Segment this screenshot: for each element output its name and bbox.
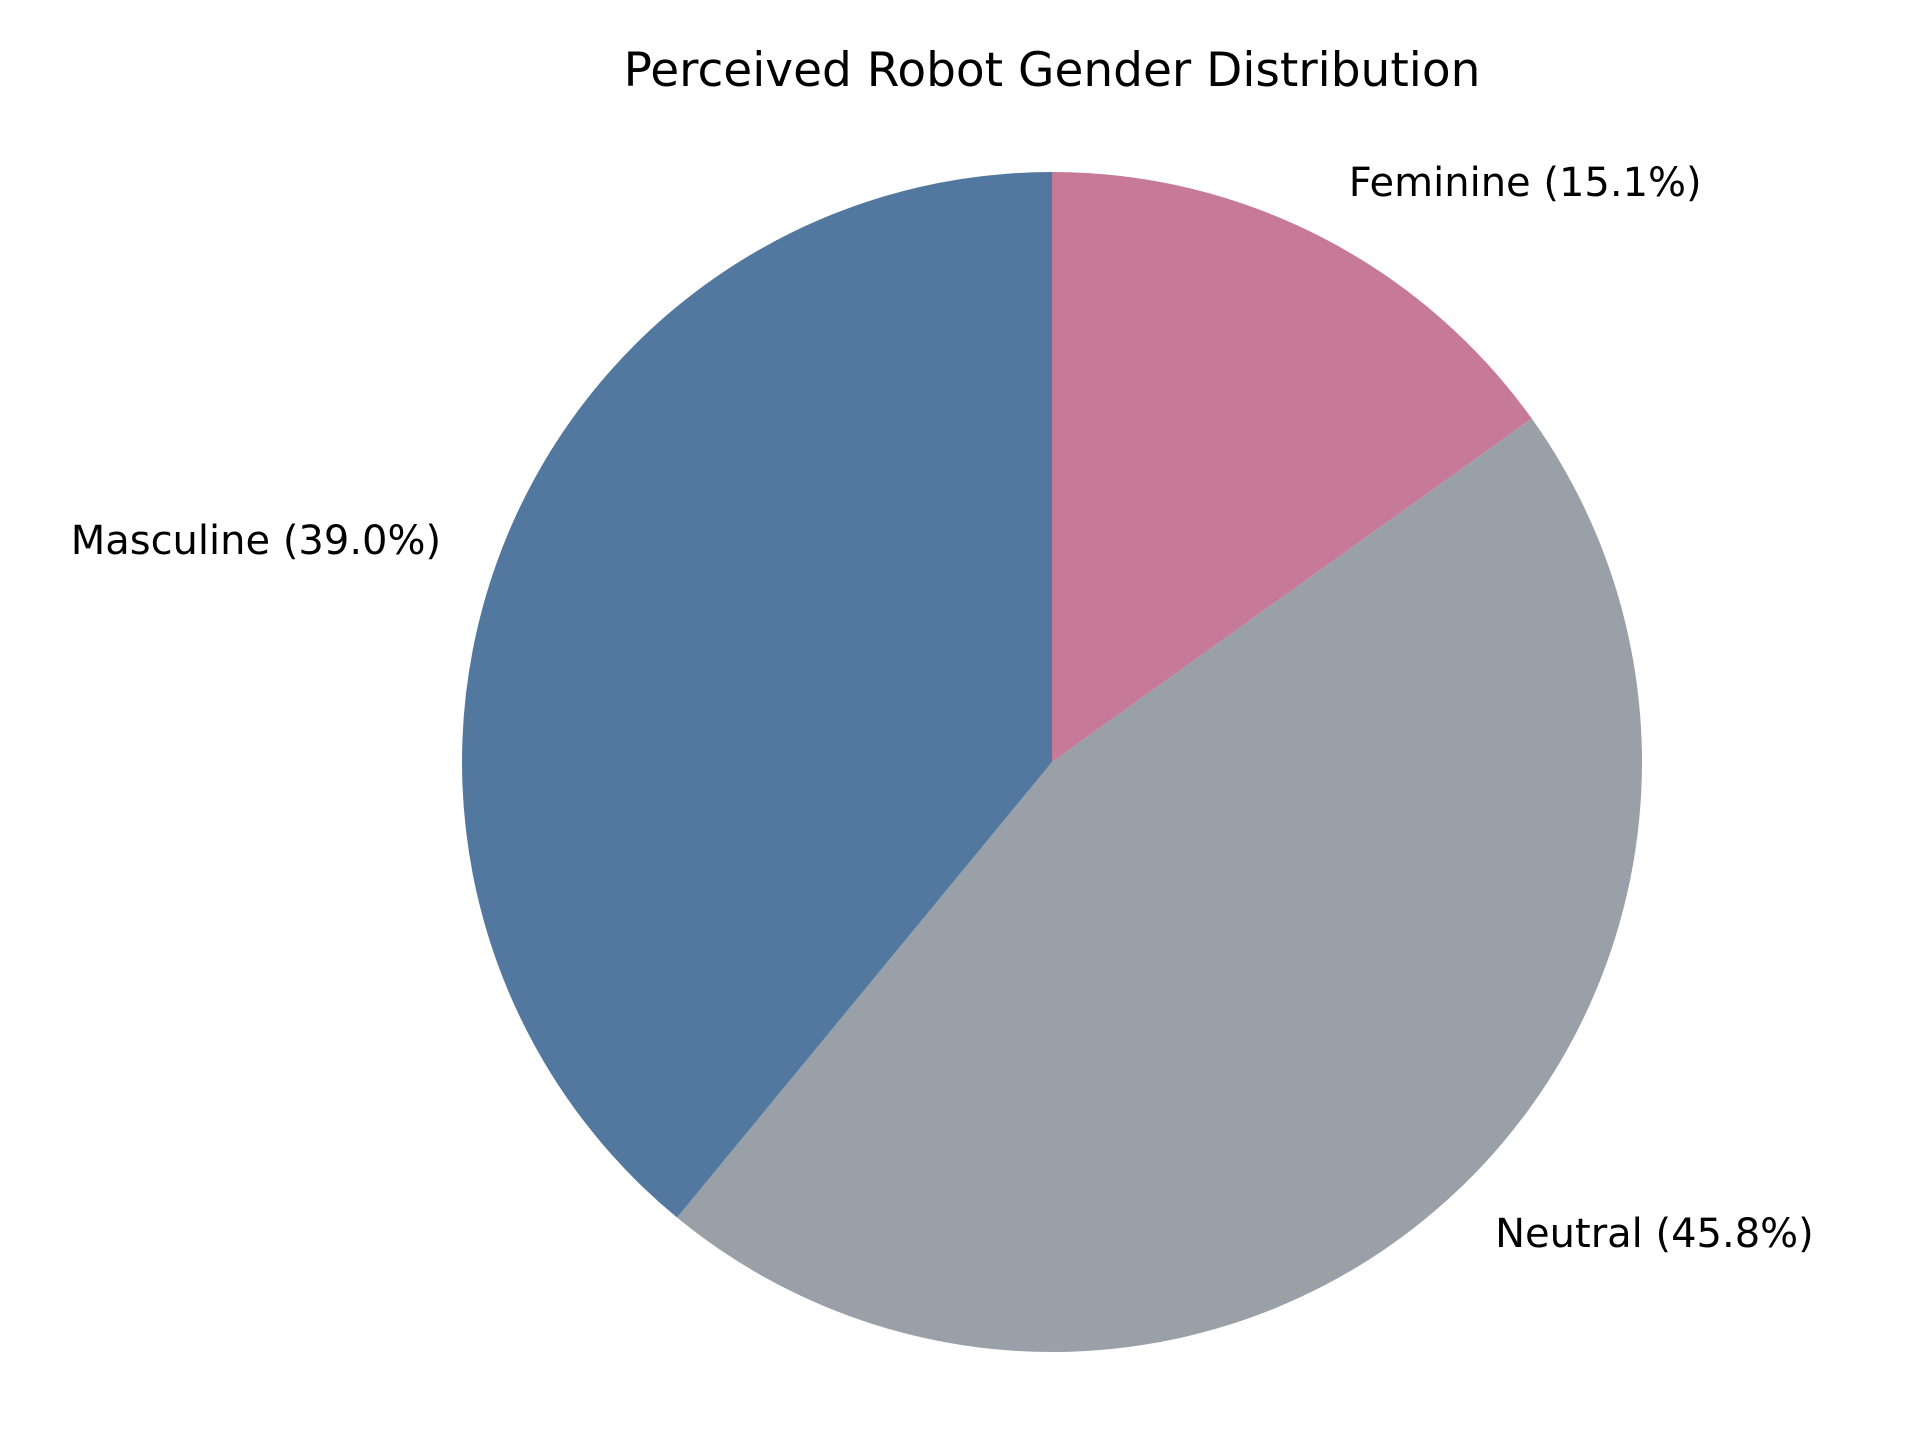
pie-slice-neutral bbox=[677, 418, 1642, 1352]
pie-slices bbox=[462, 172, 1642, 1352]
chart-title: Perceived Robot Gender Distribution bbox=[624, 43, 1481, 98]
pie-slice-masculine bbox=[462, 172, 1052, 1218]
pie-labels: Feminine (15.1%) Neutral (45.8%) Masculine… bbox=[71, 160, 1814, 1257]
pie-label-masculine: Masculine (39.0%) bbox=[71, 518, 441, 564]
pie-slice-feminine bbox=[1052, 172, 1532, 762]
pie-label-feminine: Feminine (15.1%) bbox=[1349, 160, 1702, 206]
pie-label-neutral: Neutral (45.8%) bbox=[1495, 1211, 1814, 1257]
